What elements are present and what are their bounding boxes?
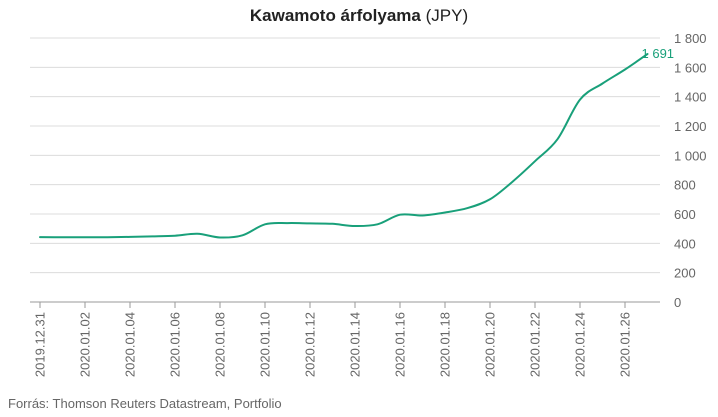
- series-group: 1 691: [39, 46, 675, 239]
- y-tick-label: 200: [674, 266, 696, 281]
- x-tick-label: 2020.01.06: [168, 312, 183, 377]
- y-tick-label: 800: [674, 178, 696, 193]
- x-tick-label: 2020.01.26: [618, 312, 633, 377]
- x-tick-label: 2020.01.10: [258, 312, 273, 377]
- x-tick-label: 2020.01.20: [483, 312, 498, 377]
- y-tick-label: 1 200: [674, 119, 707, 134]
- series-line: [39, 53, 649, 239]
- y-tick-label: 0: [674, 295, 681, 310]
- x-tick-label: 2020.01.02: [78, 312, 93, 377]
- x-tick-label: 2020.01.16: [393, 312, 408, 377]
- x-axis-ticks: 2019.12.31 2020.01.02 2020.01.04 2020.01.06…: [33, 302, 633, 377]
- chart-title-main: Kawamoto árfolyama: [249, 6, 421, 25]
- y-tick-label: 600: [674, 207, 696, 222]
- x-tick-label: 2020.01.14: [348, 312, 363, 377]
- x-tick-label: 2020.01.24: [573, 312, 588, 377]
- x-tick-label: 2020.01.04: [123, 312, 138, 377]
- x-tick-label: 2020.01.18: [438, 312, 453, 377]
- y-tick-label: 1 000: [674, 148, 707, 163]
- x-tick-label: 2020.01.22: [528, 312, 543, 377]
- y-axis-ticks: 0 200 400 600 800 1 000 1 200 1 400 1 600 1 800: [674, 31, 707, 310]
- y-tick-label: 1 400: [674, 90, 707, 105]
- y-tick-label: 400: [674, 236, 696, 251]
- source-note: Forrás: Thomson Reuters Datastream, Port…: [8, 396, 282, 411]
- last-value-label: 1 691: [642, 46, 675, 61]
- x-tick-label: 2019.12.31: [33, 312, 48, 377]
- grid-lines: [30, 37, 660, 303]
- y-tick-label: 1 800: [674, 31, 707, 46]
- x-tick-label: 2020.01.08: [213, 312, 228, 377]
- y-tick-label: 1 600: [674, 60, 707, 75]
- chart-title: Kawamoto árfolyama (JPY): [0, 6, 718, 26]
- chart-title-unit: (JPY): [425, 6, 469, 25]
- x-tick-label: 2020.01.12: [303, 312, 318, 377]
